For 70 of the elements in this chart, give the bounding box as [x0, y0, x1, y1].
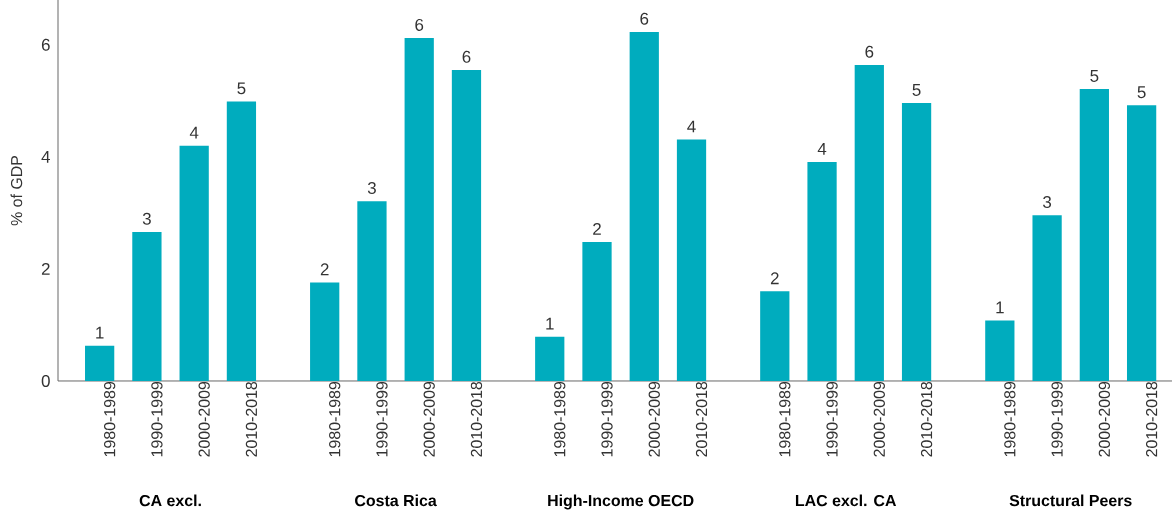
data-label: 6	[865, 45, 874, 58]
bar	[451, 70, 482, 381]
bar	[676, 139, 707, 381]
text: 1990-1999	[1051, 381, 1063, 457]
bar	[404, 38, 434, 381]
bar	[582, 242, 612, 381]
data-label: 2	[320, 263, 329, 276]
bar	[985, 320, 1015, 381]
x-tick-label: CA excl.	[139, 494, 201, 507]
data-label: 5	[1137, 86, 1146, 99]
bar	[179, 145, 209, 381]
text: 1980-1989	[554, 381, 566, 457]
text: 2000-2009	[423, 381, 435, 457]
bar	[132, 231, 162, 381]
bar	[226, 101, 257, 381]
data-label: 3	[367, 181, 376, 194]
bar	[901, 103, 932, 381]
data-label: 3	[142, 212, 151, 225]
y-tick-label: 2	[41, 263, 50, 275]
text: 2000-2009	[198, 381, 210, 457]
text: 1980-1989	[104, 381, 116, 457]
bar	[357, 201, 387, 381]
text: 1980-1989	[1004, 381, 1016, 457]
bar	[535, 336, 565, 381]
bar	[1079, 89, 1109, 381]
bar	[760, 291, 790, 381]
data-label: 5	[912, 84, 921, 96]
x-tick-label: High-Income OECD	[548, 494, 694, 510]
bar	[807, 161, 837, 381]
bar	[1032, 215, 1062, 381]
text: 2010-2018	[470, 381, 483, 457]
x-tick-label: Costa Rica	[355, 494, 437, 507]
data-label: 5	[237, 82, 246, 95]
data-label: 2	[770, 272, 779, 285]
bar	[1126, 105, 1157, 381]
y-tick-label: 0	[41, 374, 50, 387]
text: 1990-1999	[151, 381, 163, 457]
data-label: 4	[687, 120, 696, 133]
text: 2010-2018	[1145, 381, 1158, 457]
bar	[85, 345, 115, 381]
text: 2010-2018	[245, 381, 258, 457]
data-label: 6	[415, 18, 424, 31]
data-label: 4	[817, 143, 827, 155]
x-tick-label: Structural Peers	[1009, 494, 1132, 507]
data-label: 5	[1090, 70, 1099, 82]
text: 2000-2009	[648, 381, 660, 457]
text: 1990-1999	[376, 381, 388, 457]
data-label: 1	[96, 326, 104, 339]
text: 1980-1989	[779, 381, 791, 457]
y-tick-label: 6	[41, 38, 50, 51]
text: 2010-2018	[695, 381, 708, 457]
text: 1990-1999	[601, 381, 613, 457]
text: 2010-2018	[920, 381, 933, 457]
text: 2000-2009	[873, 381, 885, 457]
data-label: 6	[640, 12, 649, 25]
x-tick-label: LAC excl. CA	[795, 494, 897, 507]
text: 1990-1999	[826, 381, 838, 457]
text: 2000-2009	[1098, 381, 1110, 457]
y-axis-title: % of GDP	[10, 155, 23, 226]
text: 1980-1989	[329, 381, 341, 457]
data-label: 3	[1043, 195, 1052, 208]
bar	[854, 64, 884, 381]
data-label: 4	[189, 126, 199, 139]
data-label: 6	[462, 50, 471, 63]
data-label: 2	[593, 223, 601, 235]
data-label: 1	[546, 317, 554, 330]
bar	[629, 31, 659, 381]
y-tick-label: 4	[41, 151, 50, 163]
bar	[310, 282, 340, 381]
data-label: 1	[996, 301, 1004, 314]
